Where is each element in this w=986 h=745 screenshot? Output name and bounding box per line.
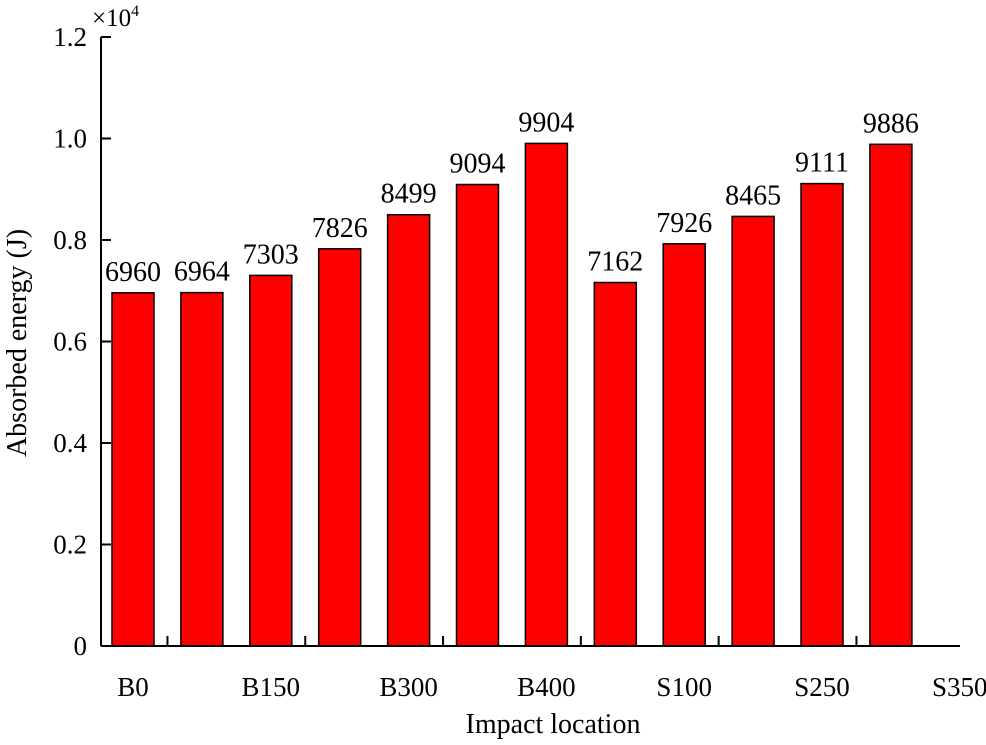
data-label-B200: 7826 — [312, 213, 368, 244]
y-tick-label: 0.6 — [53, 327, 87, 357]
x-axis-label: Impact location — [466, 709, 641, 740]
bars-group — [111, 142, 913, 647]
y-axis-label: Absorbed energy (J) — [2, 229, 33, 457]
bar-S300 — [869, 143, 913, 647]
y-tick-label: 1.2 — [53, 22, 87, 52]
bar-S250 — [800, 182, 844, 647]
x-tick-label-S350: S350 — [932, 672, 986, 702]
data-label-B350: 9094 — [450, 149, 506, 180]
data-label-S250: 9111 — [795, 148, 849, 179]
bar-B50 — [180, 291, 224, 647]
data-labels-group: 6960 6964 7303 7826 8499 9094 9904 7162 7926 8465… — [105, 107, 919, 287]
data-label-S0: 7162 — [587, 247, 643, 278]
data-label-B0: 6960 — [105, 257, 161, 288]
y-axis-multiplier: ×104 — [92, 3, 139, 32]
x-tick-label-S250: S250 — [794, 672, 850, 702]
x-tick-label-B300: B300 — [379, 672, 438, 702]
x-ticks-group: B0 B150 B300 B400 S100 S250 S350 — [117, 636, 986, 702]
bar-S0 — [593, 281, 638, 647]
data-label-S200: 8465 — [725, 180, 781, 211]
x-tick-label-S100: S100 — [656, 672, 712, 702]
data-label-B50: 6964 — [174, 257, 230, 288]
x-tick-label-B0: B0 — [117, 672, 149, 702]
bar-B200 — [317, 248, 362, 647]
x-tick-label-B150: B150 — [242, 672, 301, 702]
bar-S200 — [731, 215, 775, 647]
x-tick-label-B400: B400 — [517, 672, 576, 702]
bar-S100 — [662, 243, 706, 647]
bar-B350 — [455, 183, 500, 647]
y-tick-label: 1.0 — [53, 124, 87, 154]
bar-B300 — [386, 213, 431, 647]
data-label-B150: 7303 — [243, 239, 299, 270]
bar-B150 — [249, 274, 293, 647]
y-tick-label: 0.4 — [53, 428, 87, 458]
y-tick-label: 0.8 — [53, 225, 87, 255]
data-label-S100: 7926 — [656, 208, 712, 239]
data-label-B400: 9904 — [518, 107, 574, 138]
data-label-S300: 9886 — [863, 108, 919, 139]
y-tick-label: 0 — [74, 631, 88, 661]
y-tick-label: 0.2 — [53, 530, 87, 560]
y-ticks-group: 0 0.2 0.4 0.6 0.8 1.0 1.2 — [53, 22, 111, 661]
bar-B400 — [524, 142, 569, 647]
data-label-B300: 8499 — [381, 179, 437, 210]
bar-B0 — [111, 292, 155, 647]
